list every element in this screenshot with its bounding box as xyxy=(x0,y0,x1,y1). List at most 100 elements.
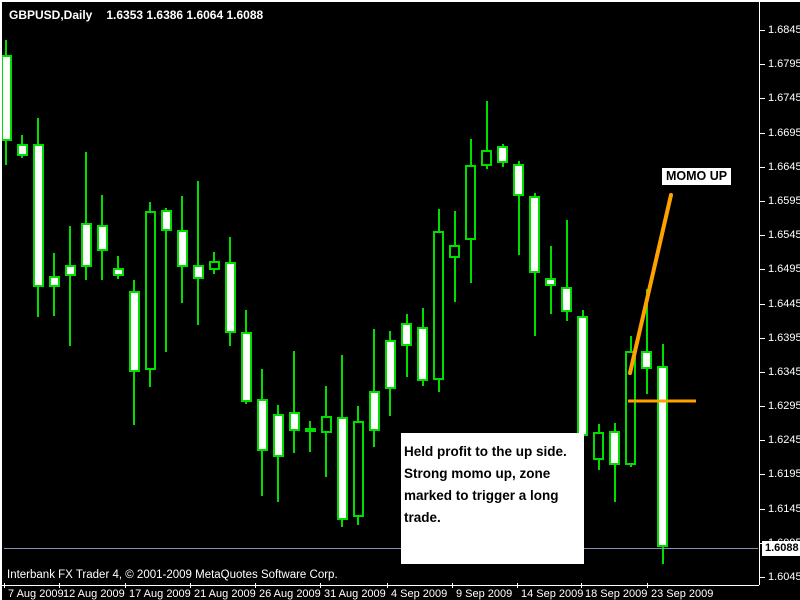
axis-border-vertical xyxy=(759,2,760,585)
price-tick-label: 1.6495 xyxy=(768,263,800,275)
candle-body xyxy=(241,332,252,402)
candle-body xyxy=(33,144,44,287)
candle-body xyxy=(497,146,508,163)
candle-body xyxy=(177,230,188,267)
candle-body xyxy=(449,245,460,258)
candle-wick xyxy=(566,220,568,321)
price-tick-label: 1.6745 xyxy=(768,92,800,104)
candle-wick xyxy=(373,329,375,447)
candle-body xyxy=(145,211,156,370)
momo-up-label[interactable]: MOMO UP xyxy=(662,168,732,185)
candle-body xyxy=(385,340,396,389)
candle-body xyxy=(609,431,620,465)
date-tick-label: 17 Aug 2009 xyxy=(129,588,191,600)
candle-wick xyxy=(486,101,488,169)
price-tick xyxy=(759,304,765,305)
candle-wick xyxy=(646,289,648,394)
price-tick-label: 1.6645 xyxy=(768,161,800,173)
price-tick xyxy=(759,509,765,510)
price-tick-label: 1.6695 xyxy=(768,127,800,139)
candle-wick xyxy=(85,152,87,280)
price-tick-label: 1.6795 xyxy=(768,58,800,70)
date-tick-label: 18 Sep 2009 xyxy=(585,588,648,600)
price-tick xyxy=(759,167,765,168)
price-tick xyxy=(759,372,765,373)
date-tick-label: 14 Sep 2009 xyxy=(521,588,584,600)
trade-note-line: Held profit to the up side. xyxy=(404,444,567,459)
candle-body xyxy=(161,210,172,231)
candle-body xyxy=(593,432,604,460)
candle-body xyxy=(657,366,668,547)
candle-body xyxy=(225,262,236,333)
candle-body xyxy=(529,196,540,273)
candle-body xyxy=(2,55,12,141)
price-tick-label: 1.6345 xyxy=(768,366,800,378)
candle-body xyxy=(49,276,60,287)
candle-body xyxy=(81,223,92,267)
date-tick-label: 4 Sep 2009 xyxy=(391,588,448,600)
candle-body xyxy=(465,165,476,240)
date-tick-label: 31 Aug 2009 xyxy=(324,588,386,600)
date-tick-label: 21 Aug 2009 xyxy=(194,588,256,600)
price-tick xyxy=(759,474,765,475)
date-tick-label: 23 Sep 2009 xyxy=(651,588,714,600)
candle-body xyxy=(17,144,28,156)
price-tick xyxy=(759,30,765,31)
trade-note-line: Strong momo up, zone xyxy=(404,466,551,481)
price-tick-label: 1.6045 xyxy=(768,571,800,583)
price-tick xyxy=(759,201,765,202)
candle-body xyxy=(545,278,556,286)
candle-body xyxy=(417,327,428,381)
date-tick-label: 7 Aug 2009 xyxy=(8,588,64,600)
candle-body xyxy=(305,428,316,432)
price-tick xyxy=(759,440,765,441)
current-price-badge: 1.6088 xyxy=(762,541,800,556)
trade-note-box[interactable]: Held profit to the up side. Strong momo u… xyxy=(401,433,584,564)
candle-body xyxy=(97,225,108,251)
price-tick xyxy=(759,269,765,270)
candle-body xyxy=(433,231,444,380)
price-tick xyxy=(759,133,765,134)
candle-body xyxy=(113,268,124,276)
copyright-text: Interbank FX Trader 4, © 2001-2009 MetaQ… xyxy=(7,569,338,581)
price-tick xyxy=(759,577,765,578)
candle-body xyxy=(353,421,364,517)
price-tick-label: 1.6395 xyxy=(768,332,800,344)
price-tick-label: 1.6295 xyxy=(768,400,800,412)
symbol-period-label: GBPUSD,Daily xyxy=(9,8,93,22)
candle-body xyxy=(641,351,652,369)
candle-wick xyxy=(165,208,167,352)
candle-body xyxy=(129,291,140,372)
candle-body xyxy=(337,417,348,520)
trade-note-line: marked to trigger a long xyxy=(404,488,559,503)
candle-wick xyxy=(197,181,199,325)
trade-note-line: trade. xyxy=(404,510,441,525)
price-tick-label: 1.6545 xyxy=(768,229,800,241)
price-tick-label: 1.6445 xyxy=(768,298,800,310)
candle-body xyxy=(289,412,300,431)
price-tick-label: 1.6845 xyxy=(768,24,800,36)
candle-body xyxy=(401,323,412,346)
price-tick-label: 1.6245 xyxy=(768,434,800,446)
candle-body xyxy=(561,287,572,312)
chart-plot-area[interactable] xyxy=(2,2,758,583)
price-tick xyxy=(759,338,765,339)
candle-body xyxy=(625,351,636,465)
candle-wick xyxy=(518,161,520,255)
chart-title: GBPUSD,Daily 1.6353 1.6386 1.6064 1.6088 xyxy=(9,8,263,22)
candle-body xyxy=(257,399,268,451)
axis-border-horizontal xyxy=(2,585,759,586)
candle-wick xyxy=(309,421,311,452)
candle-body xyxy=(481,150,492,166)
candle-body xyxy=(369,391,380,431)
price-tick-label: 1.6595 xyxy=(768,195,800,207)
candle-body xyxy=(65,265,76,276)
price-tick xyxy=(759,406,765,407)
candle-body xyxy=(321,416,332,433)
date-tick-label: 9 Sep 2009 xyxy=(456,588,513,600)
price-tick xyxy=(759,235,765,236)
candle-body xyxy=(193,265,204,279)
candle-body xyxy=(209,261,220,270)
candle-wick xyxy=(117,256,119,279)
